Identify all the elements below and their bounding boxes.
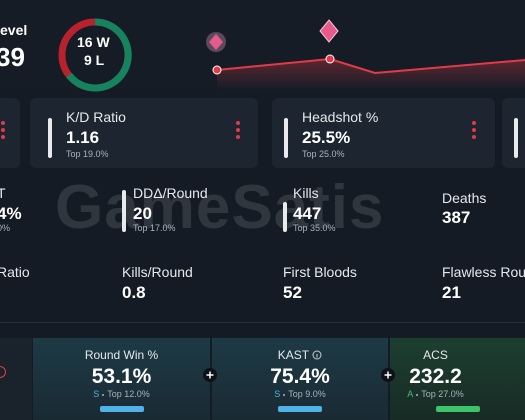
stat-value: 387 [442,208,471,227]
decoration [472,135,476,139]
stat-label: DDΔ/Round [133,185,208,201]
stat-label: Flawless Rou [442,264,525,280]
rank-icon [209,34,223,50]
decoration [283,202,287,232]
panel-rank: Top 9.0% [288,389,326,399]
stat-label: T [0,185,6,201]
watermark: GameSatis [55,173,385,242]
card [502,98,525,168]
decoration: KAST [212,348,388,362]
stat-label: Ratio [0,264,30,280]
stat-value: 52 [283,283,302,302]
grade: S [274,389,281,399]
decoration [122,190,126,232]
decoration [436,406,480,412]
stat-rank: Top 17.0% [133,223,176,233]
decoration: A Top 27.0% [368,389,503,399]
decoration [1,135,5,139]
decoration: S Top 12.0% [33,389,210,399]
stat-label: Kills/Round [122,264,193,280]
decoration [312,350,322,360]
card-rank: Top 25.0% [302,149,345,159]
card-label: Headshot % [302,109,379,125]
panel-label: Round Win % [84,348,159,362]
panel-value: 75.4% [270,365,330,388]
decoration [283,393,286,396]
level-label: evel [0,22,28,38]
grade: S [93,389,100,399]
panel-label: KAST [277,348,309,362]
plus-button[interactable] [381,368,395,382]
decoration [472,121,476,142]
stat-value: 21 [442,283,461,302]
stat-value: 0.8 [122,283,146,302]
decoration [236,135,240,139]
decoration [416,393,419,396]
grade: A [407,389,414,399]
rank-icon [319,19,339,43]
ring-win [66,18,132,92]
panel-value: 232.2 [409,365,462,388]
card-rank: Top 19.0% [66,149,109,159]
decoration [0,322,525,323]
panel-rank: Top 27.0% [421,389,464,399]
stat-label: Kills [293,185,319,201]
wins: 16 W [77,34,110,50]
panel-value: 53.1% [91,365,152,388]
decoration [236,128,240,132]
stat-label: First Bloods [283,264,357,280]
decoration [102,393,105,396]
decoration [514,118,518,158]
stat-label: Deaths [442,190,487,206]
spark-point [212,65,222,75]
panel [0,338,32,420]
stat-value: 447 [293,204,322,223]
level-value: 39 [0,42,25,72]
spark-line [216,57,525,75]
decoration [236,121,240,142]
stat-rank: Top 35.0% [293,223,336,233]
spark-point [325,54,335,64]
decoration [472,121,476,125]
losses: 9 L [84,52,105,68]
card-label: K/D Ratio [66,109,126,125]
decoration [1,128,5,132]
decoration [1,121,5,125]
plus-button[interactable] [203,368,217,382]
decoration [284,118,288,158]
decoration [0,366,6,378]
panel: KAST 75.4% S Top 9.0% [212,338,388,420]
stat-value: 4% [0,204,22,223]
decoration [48,118,52,158]
decoration [472,128,476,132]
decoration [1,121,5,142]
panel: ACS 232.2 A Top 27.0% [390,338,525,420]
stat-rank: 0% [0,223,11,233]
decoration [236,121,240,125]
decoration [100,406,144,412]
stat-value: 20 [133,204,152,223]
decoration [278,406,322,412]
panel: Round Win % 53.1% S Top 12.0% [33,338,210,420]
decoration [312,350,322,360]
card: K/D Ratio 1.16 Top 19.0% [30,98,258,168]
sparkline [206,19,525,90]
card [0,98,20,168]
card: Headshot % 25.5% Top 25.0% [272,98,495,168]
panel-rank: Top 12.0% [107,389,150,399]
panel-label: ACS [423,348,448,362]
card-value: 25.5% [302,128,351,147]
card-value: 1.16 [66,128,100,147]
win-ring [58,18,132,92]
decoration: S Top 9.0% [212,389,388,399]
